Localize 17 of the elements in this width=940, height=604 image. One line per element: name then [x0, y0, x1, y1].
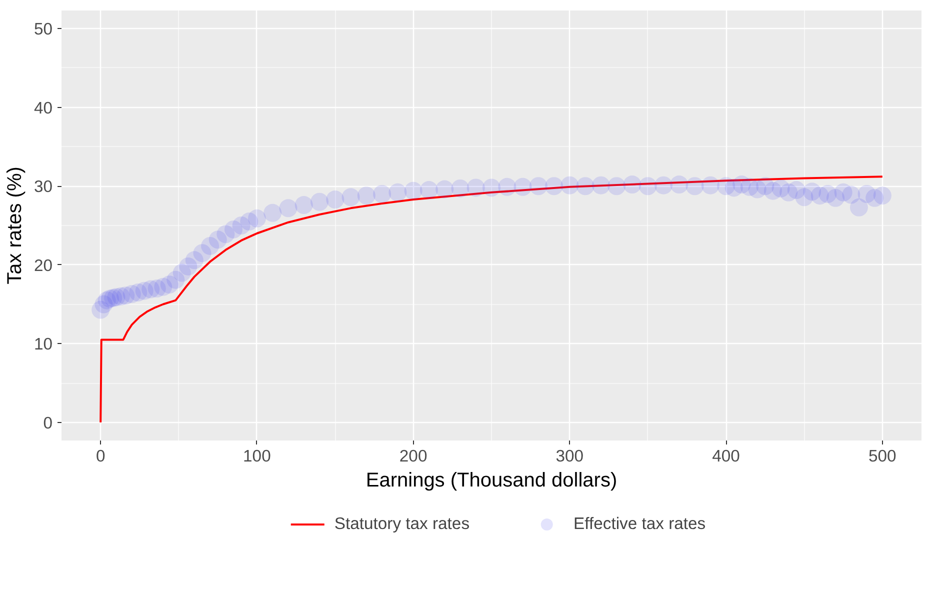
y-tick-label: 0	[43, 413, 52, 432]
y-tick-label: 20	[34, 256, 53, 275]
x-tick-label: 300	[556, 446, 584, 466]
y-axis-title: Tax rates (%)	[4, 166, 26, 284]
x-tick-label: 200	[399, 446, 428, 466]
y-tick-label: 30	[34, 177, 53, 196]
y-tick-label: 10	[34, 334, 53, 354]
legend-label: Statutory tax rates	[334, 514, 470, 534]
x-tick-label: 100	[243, 446, 271, 466]
line-series	[100, 176, 884, 424]
y-tick-label: 50	[34, 20, 53, 39]
legend-label: Effective tax rates	[574, 514, 706, 534]
y-tick-label: 40	[34, 98, 53, 118]
x-tick-label: 500	[868, 446, 896, 466]
x-tick-label: 400	[712, 446, 740, 466]
x-tick-label: 0	[96, 446, 106, 466]
x-axis-title: Earnings (Thousand dollars)	[366, 470, 618, 492]
